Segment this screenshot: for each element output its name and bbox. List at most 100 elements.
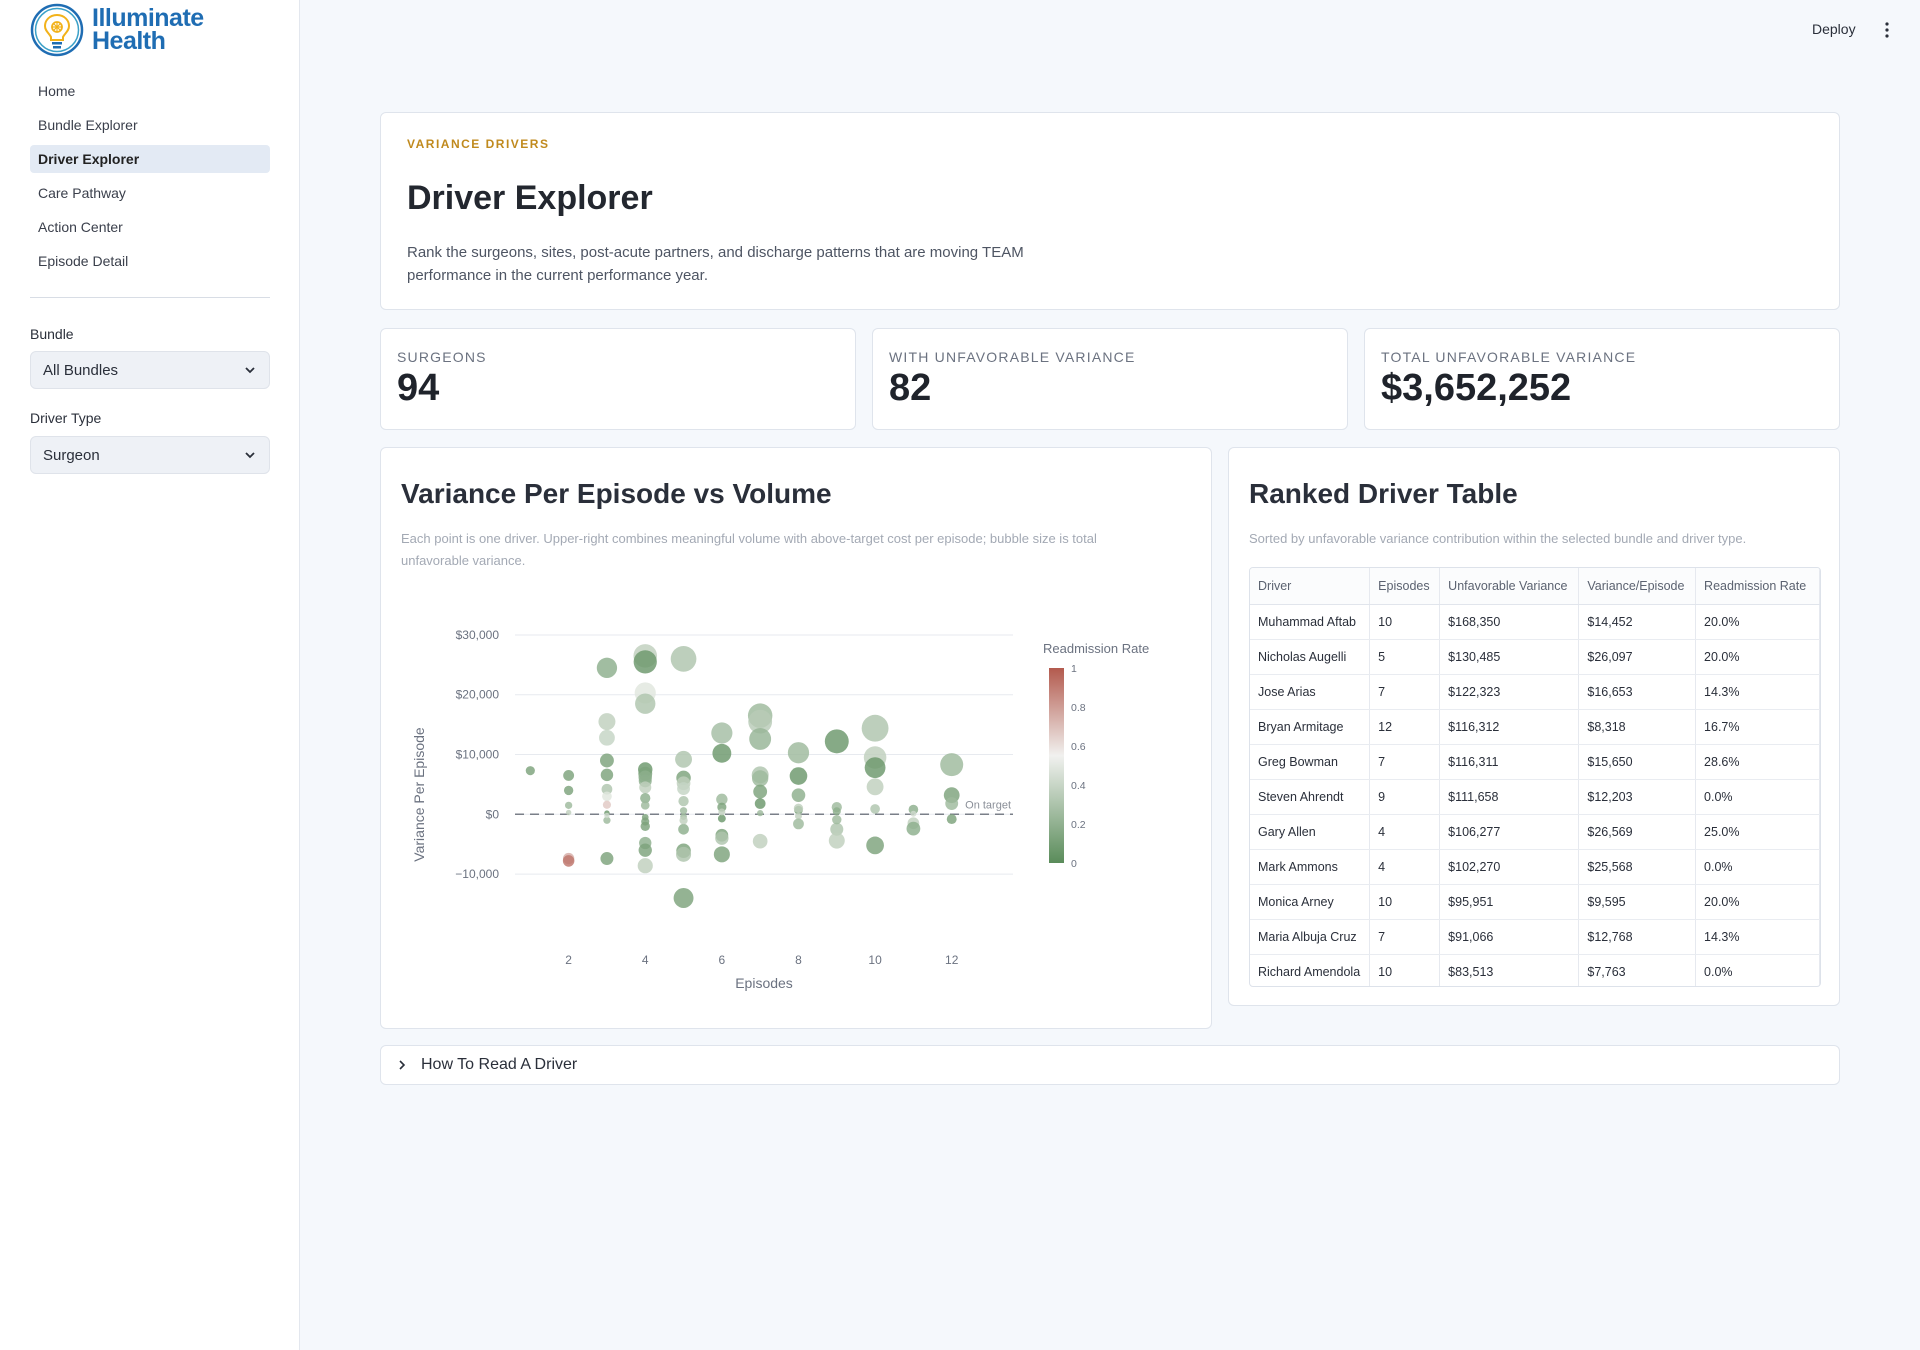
table-row[interactable]: Nicholas Augelli 5 $130,485 $26,097 20.0%	[1250, 639, 1820, 675]
table-row[interactable]: Jose Arias 7 $122,323 $16,653 14.3%	[1250, 674, 1820, 710]
data-point	[678, 823, 689, 835]
table-row[interactable]: Gary Allen 4 $106,277 $26,569 25.0%	[1250, 814, 1820, 850]
data-point	[870, 804, 880, 814]
kpi-label: TOTAL UNFAVORABLE VARIANCE	[1381, 349, 1637, 365]
cell-episodes: 7	[1369, 744, 1441, 780]
data-point	[906, 821, 921, 836]
driver-type-select-value: Surgeon	[43, 446, 100, 464]
data-point	[752, 770, 769, 787]
data-point	[787, 742, 810, 764]
brand-line-2: Health	[92, 27, 166, 55]
cell-episodes: 12	[1369, 709, 1441, 745]
data-point	[715, 831, 729, 845]
chart-card: Variance Per Episode vs Volume Each poin…	[380, 447, 1212, 1029]
column-header-episodes[interactable]: Episodes	[1369, 568, 1441, 605]
sidebar-item-action-center[interactable]: Action Center	[38, 219, 123, 235]
data-point	[946, 814, 957, 825]
deploy-button[interactable]: Deploy	[1812, 21, 1856, 37]
column-header-unfavorable-variance[interactable]: Unfavorable Variance	[1439, 568, 1580, 605]
y-axis-label: Variance Per Episode	[411, 727, 427, 862]
column-header-variance-per-episode[interactable]: Variance/Episode	[1578, 568, 1697, 605]
data-point	[679, 816, 688, 825]
column-header-readmission-rate[interactable]: Readmission Rate	[1695, 568, 1820, 605]
cell-episodes: 4	[1369, 849, 1441, 885]
page-eyebrow: VARIANCE DRIVERS	[407, 137, 550, 151]
kpi-card-surgeons: SURGEONS 94	[380, 328, 856, 430]
colorbar-title: Readmission Rate	[1043, 641, 1149, 656]
cell-readmission-rate: 25.0%	[1695, 814, 1820, 850]
data-point	[866, 778, 884, 796]
page-title: Driver Explorer	[407, 179, 653, 217]
cell-unfavorable-variance: $106,277	[1439, 814, 1580, 850]
data-point	[789, 767, 808, 785]
table-row[interactable]: Richard Amendola 10 $83,513 $7,763 0.0%	[1250, 954, 1820, 986]
data-point	[832, 807, 841, 816]
cell-readmission-rate: 14.3%	[1695, 674, 1820, 710]
table-row[interactable]: Monica Arney 10 $95,951 $9,595 20.0%	[1250, 884, 1820, 920]
data-point	[565, 809, 572, 816]
x-tick-label: 2	[565, 953, 572, 967]
cell-unfavorable-variance: $168,350	[1439, 604, 1580, 640]
data-point	[525, 766, 535, 776]
sidebar-item-episode-detail[interactable]: Episode Detail	[38, 253, 129, 269]
table-row[interactable]: Maria Albuja Cruz 7 $91,066 $12,768 14.3%	[1250, 919, 1820, 955]
sidebar-item-bundle-explorer[interactable]: Bundle Explorer	[38, 117, 138, 133]
cell-variance-per-episode: $16,653	[1578, 674, 1697, 710]
chart-subtitle-line-2: unfavorable variance.	[401, 553, 526, 568]
data-point	[600, 768, 614, 782]
chart-target-line: On target	[515, 799, 1013, 816]
colorbar-tick-label: 0.4	[1071, 780, 1086, 792]
x-tick-label: 12	[945, 953, 959, 967]
chart-points	[525, 644, 964, 908]
kpi-label: SURGEONS	[397, 349, 487, 365]
scatter-chart[interactable]: On target $30,000 $20,000 $10,000 $0 −10,000…	[381, 448, 1213, 1030]
data-point	[861, 714, 889, 742]
lightbulb-logo-icon	[30, 3, 84, 57]
header-card: VARIANCE DRIVERS Driver Explorer Rank th…	[380, 112, 1840, 310]
data-point	[749, 728, 772, 750]
cell-readmission-rate: 28.6%	[1695, 744, 1820, 780]
sidebar-item-care-pathway[interactable]: Care Pathway	[38, 185, 126, 201]
cell-readmission-rate: 20.0%	[1695, 604, 1820, 640]
sidebar-nav: Home Bundle Explorer Driver Explorer Car…	[30, 77, 270, 281]
bundle-select[interactable]: All Bundles	[30, 351, 270, 389]
chevron-down-icon	[245, 452, 255, 459]
x-tick-label: 6	[719, 953, 726, 967]
data-point	[604, 812, 610, 819]
column-header-driver[interactable]: Driver	[1250, 568, 1371, 605]
page-description: Rank the surgeons, sites, post-acute par…	[407, 244, 1024, 284]
sidebar-item-home[interactable]: Home	[38, 83, 76, 99]
y-tick-label: $20,000	[456, 688, 500, 702]
data-point	[602, 791, 612, 802]
colorbar-gradient	[1049, 668, 1064, 863]
table-row[interactable]: Steven Ahrendt 9 $111,658 $12,203 0.0%	[1250, 779, 1820, 815]
table-row[interactable]: Mark Ammons 4 $102,270 $25,568 0.0%	[1250, 849, 1820, 885]
how-to-read-expander[interactable]: How To Read A Driver	[380, 1045, 1840, 1085]
cell-readmission-rate: 16.7%	[1695, 709, 1820, 745]
table-row[interactable]: Muhammad Aftab 10 $168,350 $14,452 20.0%	[1250, 604, 1820, 640]
table-row[interactable]: Greg Bowman 7 $116,311 $15,650 28.6%	[1250, 744, 1820, 780]
brand-logo[interactable]: Illuminate Health	[30, 3, 204, 57]
ranked-driver-table[interactable]: Driver Episodes Unfavorable Variance Var…	[1249, 567, 1821, 987]
data-point	[563, 785, 574, 796]
data-point	[793, 818, 804, 830]
bundle-select-value: All Bundles	[43, 361, 119, 379]
table-subtitle: Sorted by unfavorable variance contribut…	[1249, 531, 1747, 546]
cell-unfavorable-variance: $83,513	[1439, 954, 1580, 986]
cell-unfavorable-variance: $102,270	[1439, 849, 1580, 885]
cell-episodes: 10	[1369, 604, 1441, 640]
more-options-icon[interactable]	[1880, 21, 1894, 39]
sidebar-item-driver-explorer[interactable]: Driver Explorer	[30, 145, 270, 173]
chart-title: Variance Per Episode vs Volume	[401, 478, 832, 509]
cell-episodes: 10	[1369, 954, 1441, 986]
data-point	[598, 713, 616, 731]
data-point	[603, 816, 611, 824]
data-point	[601, 783, 613, 795]
cell-driver: Maria Albuja Cruz	[1250, 919, 1371, 955]
data-point	[866, 836, 884, 855]
driver-type-select[interactable]: Surgeon	[30, 436, 270, 474]
y-tick-label: $0	[486, 807, 500, 821]
table-header-row: Driver Episodes Unfavorable Variance Var…	[1250, 568, 1820, 605]
table-row[interactable]: Bryan Armitage 12 $116,312 $8,318 16.7%	[1250, 709, 1820, 745]
cell-unfavorable-variance: $116,311	[1439, 744, 1580, 780]
